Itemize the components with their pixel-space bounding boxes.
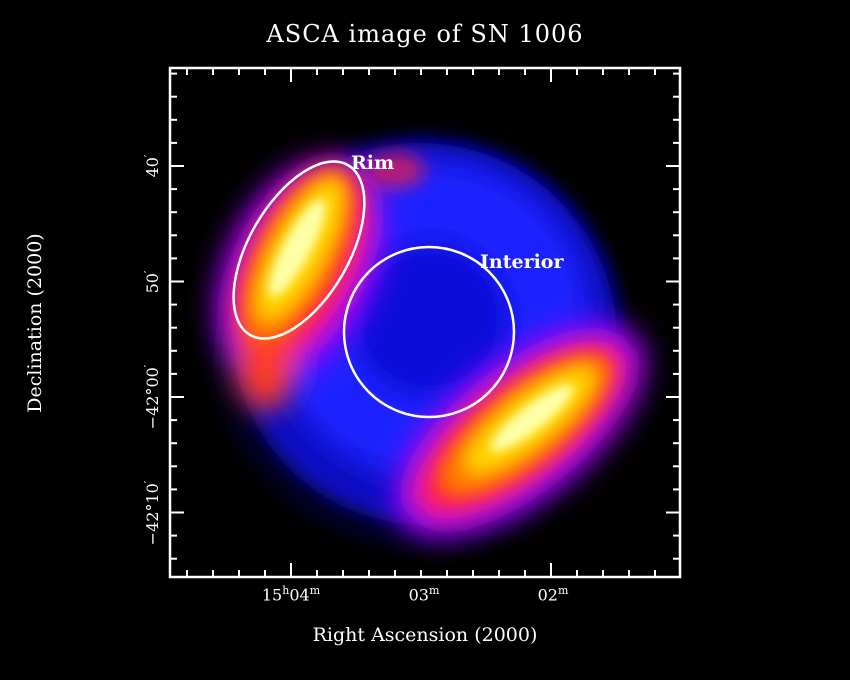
interior-label: Interior [480, 251, 564, 273]
x-tick-label: 02m [537, 584, 569, 605]
interior-region-circle [342, 245, 516, 419]
y-tick-label: −42°00′ [141, 364, 163, 430]
plot-title: ASCA image of SN 1006 [266, 20, 584, 48]
rim-label: Rim [351, 152, 394, 174]
plot-frame [168, 66, 682, 579]
xray-image: Rim Interior [170, 68, 680, 577]
x-tick-label: 15h04m [261, 584, 321, 605]
y-tick-label: 40′ [141, 154, 163, 178]
y-axis-label: Declination (2000) [24, 233, 46, 413]
x-axis-label: Right Ascension (2000) [312, 624, 538, 646]
y-tick-label: −42°10′ [141, 480, 163, 546]
y-tick-label: 50′ [141, 270, 163, 294]
rim-region-ellipse [232, 160, 366, 340]
axis-ticks [170, 68, 680, 577]
x-tick-label: 03m [408, 584, 440, 605]
